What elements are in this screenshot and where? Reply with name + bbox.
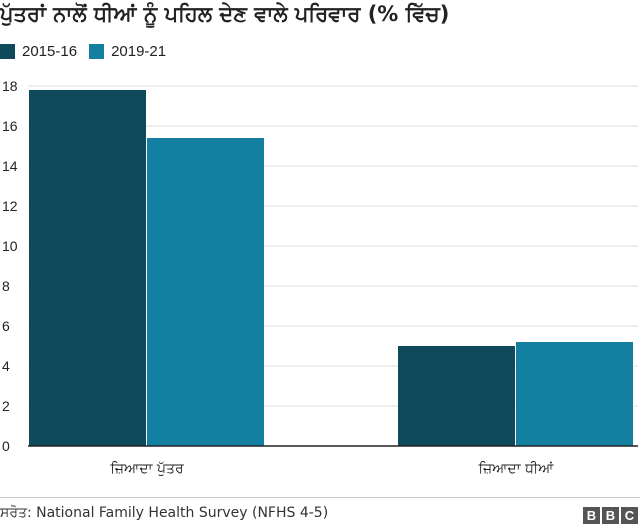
source-note: ਸਰੋਤ: National Family Health Survey (NFH… <box>0 505 329 521</box>
y-tick-label: 16 <box>2 118 18 134</box>
legend-item-series-1: 2015-16 <box>0 43 77 60</box>
bbc-logo-letter: B <box>602 507 619 524</box>
x-category-label: ਜ਼ਿਆਦਾ ਪੁੱਤਰ <box>109 461 184 477</box>
chart-title: ਪੁੱਤਰਾਂ ਨਾਲੋਂ ਧੀਆਂ ਨੂੰ ਪਹਿਲ ਦੇਣ ਵਾਲੇ ਪਰਿ… <box>0 2 450 26</box>
bbc-logo-letter: C <box>621 507 638 524</box>
y-tick-label: 12 <box>2 198 18 214</box>
y-tick-label: 10 <box>2 238 18 254</box>
bar-series-2 <box>516 342 633 446</box>
legend-label-series-2: 2019-21 <box>111 43 167 60</box>
legend-swatch-series-2 <box>89 44 105 59</box>
bar-series-2 <box>147 138 264 446</box>
bar-series-1 <box>398 346 515 446</box>
y-tick-label: 4 <box>2 358 10 374</box>
legend-label-series-1: 2015-16 <box>22 43 78 60</box>
x-category-label: ਜ਼ਿਆਦਾ ਧੀਆਂ <box>478 461 555 477</box>
footer-divider <box>0 497 640 498</box>
y-tick-label: 18 <box>2 78 18 94</box>
legend-swatch-series-1 <box>0 44 15 59</box>
y-tick-label: 2 <box>2 398 10 414</box>
bar-series-1 <box>29 90 146 446</box>
bbc-logo: B B C <box>583 507 638 524</box>
y-tick-label: 0 <box>2 438 10 454</box>
y-tick-label: 14 <box>2 158 18 174</box>
y-tick-label: 8 <box>2 278 10 294</box>
y-tick-label: 6 <box>2 318 10 334</box>
bbc-logo-letter: B <box>583 507 600 524</box>
legend: 2015-16 2019-21 <box>0 43 178 60</box>
bar-chart: 0 2 4 6 8 10 12 14 16 18 ਜ਼ਿਆਦਾ ਪੁੱਤਰ ਜ਼ਿਆਦਾ ਧੀਆਂ <box>2 78 638 477</box>
legend-item-series-2: 2019-21 <box>89 43 166 60</box>
